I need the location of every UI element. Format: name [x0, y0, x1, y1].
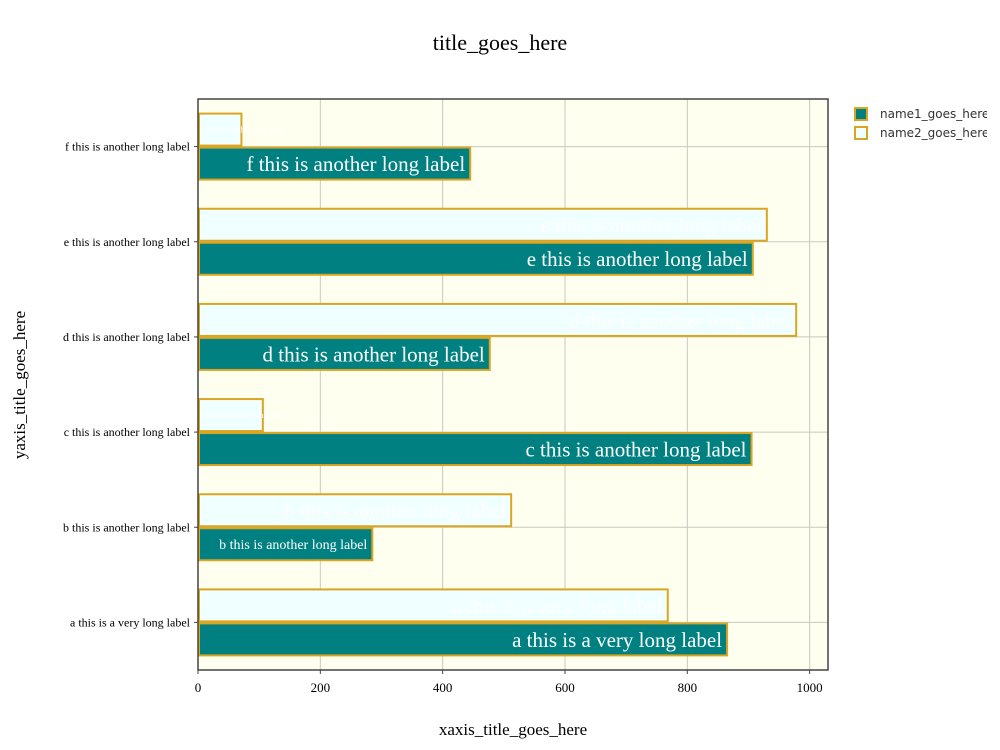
bar-series2: [198, 588, 669, 623]
legend-swatch: [854, 126, 868, 140]
y-tick-label: a this is a very long label: [70, 615, 191, 629]
bar-series1: [198, 432, 753, 467]
legend: name1_goes_here name2_goes_here: [854, 107, 989, 140]
bar-label: b this is another long label: [219, 538, 367, 553]
bar-series1: [198, 336, 491, 371]
x-axis-ticks: 0 200 400 600 800 1000: [195, 670, 823, 695]
bar-label: e this is another long label: [527, 247, 748, 271]
bars-layer: a this is a very long label b this is ano…: [198, 112, 798, 657]
x-tick-label: 800: [678, 680, 698, 695]
plot-frame: [197, 98, 829, 671]
plot-area: [198, 99, 828, 670]
x-tick-label: 400: [433, 680, 453, 695]
bar-series2: [198, 302, 798, 337]
bar-series1: [198, 241, 754, 276]
x-tick-label: 0: [195, 680, 202, 695]
bar-label: b this is another long label: [284, 499, 506, 523]
bar-series1: [198, 622, 729, 657]
bar-label: f this is another long label: [201, 125, 285, 134]
chart-title: title_goes_here: [433, 30, 567, 55]
x-tick-label: 1000: [797, 680, 823, 695]
bar-label: a this is a very long label: [453, 594, 663, 618]
bar-label: c this is another long label: [201, 411, 286, 420]
bar-series2: [198, 398, 264, 433]
x-tick-label: 200: [311, 680, 331, 695]
bar-label: f this is another long label: [246, 152, 465, 176]
bar-series1: [198, 527, 374, 562]
bar-series2: [198, 207, 768, 242]
bar-series2: [198, 112, 243, 147]
bar-series1: [198, 146, 472, 181]
legend-label: name2_goes_here: [880, 126, 989, 140]
bar-label: d this is another long label: [263, 342, 485, 366]
y-axis-title: yaxis_title_goes_here: [10, 311, 29, 459]
y-axis-ticks: a this is a very long label b this is ano…: [63, 140, 198, 629]
bar-label: e this is another long label: [541, 213, 762, 237]
y-tick-label: e this is another long label: [64, 235, 191, 249]
x-axis-title: xaxis_title_goes_here: [439, 720, 587, 739]
bar-label: a this is a very long label: [512, 628, 722, 652]
bar-label: c this is another long label: [525, 437, 746, 461]
y-tick-label: d this is another long label: [63, 330, 191, 344]
y-tick-label: c this is another long label: [64, 425, 191, 439]
legend-swatch: [854, 107, 868, 121]
y-tick-label: f this is another long label: [65, 140, 191, 154]
x-tick-label: 600: [555, 680, 575, 695]
bar-label: d this is another long label: [569, 308, 791, 332]
y-tick-label: b this is another long label: [63, 520, 191, 534]
legend-label: name1_goes_here: [880, 107, 989, 121]
bar-series2: [198, 493, 513, 528]
